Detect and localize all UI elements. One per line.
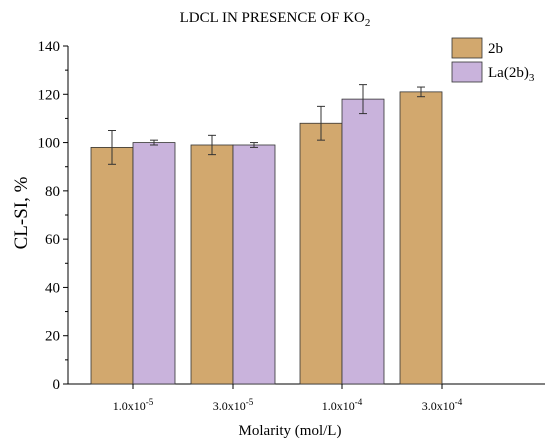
x-tick-label: 1.0x10-5 bbox=[113, 397, 154, 413]
y-tick-label: 60 bbox=[45, 232, 60, 248]
y-tick-label: 40 bbox=[45, 280, 60, 296]
plot-area: 0 20 40 60 80 100 120 140 1.0x10-5 3.0x10-5 1.0x10… bbox=[38, 39, 545, 413]
bar bbox=[90, 146, 134, 385]
x-tick-label: 1.0x10-4 bbox=[322, 397, 363, 413]
chart-title: LDCL IN PRESENCE OF KO2 bbox=[180, 10, 371, 29]
bar bbox=[190, 144, 234, 385]
y-axis-label: CL-SI, % bbox=[11, 176, 32, 249]
bar bbox=[399, 91, 443, 385]
y-tick-label: 120 bbox=[38, 87, 61, 103]
y-tick-label: 100 bbox=[38, 136, 61, 152]
legend-swatch bbox=[451, 61, 483, 83]
x-axis-label: Molarity (mol/L) bbox=[239, 423, 342, 439]
y-tick-label: 20 bbox=[45, 329, 60, 345]
bar bbox=[299, 122, 343, 385]
bar bbox=[132, 142, 176, 385]
y-tick-label: 80 bbox=[45, 184, 60, 200]
legend: 2b La(2b)3 bbox=[451, 37, 535, 84]
chart-title-main: LDCL IN PRESENCE OF KO bbox=[180, 10, 365, 26]
bar bbox=[232, 144, 276, 385]
y-tick-label: 140 bbox=[38, 39, 61, 55]
x-tick-label: 3.0x10-4 bbox=[422, 397, 463, 413]
legend-swatch bbox=[451, 37, 483, 59]
legend-label: La(2b)3 bbox=[488, 65, 535, 84]
chart-title-subscript: 2 bbox=[365, 17, 371, 29]
bar bbox=[341, 98, 385, 385]
x-tick-label: 3.0x10-5 bbox=[213, 397, 254, 413]
y-tick-label: 0 bbox=[53, 377, 61, 393]
legend-label: 2b bbox=[488, 41, 503, 57]
